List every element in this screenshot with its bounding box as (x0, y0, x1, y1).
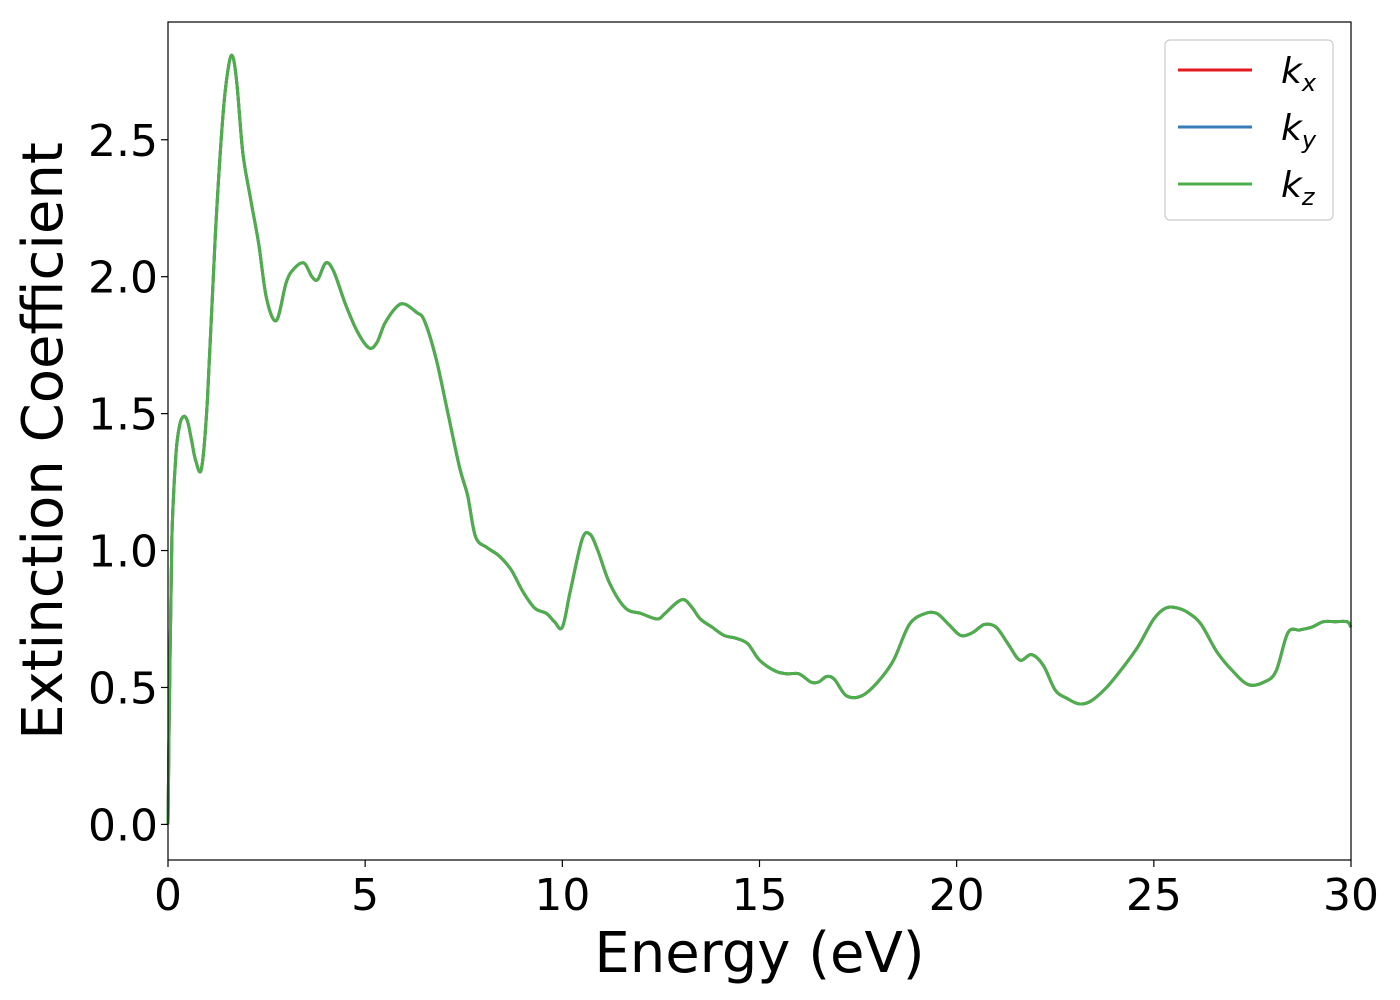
y-axis: 0.0 0.5 1.0 1.5 2.0 2.5 (88, 116, 168, 851)
y-tick-label: 1.5 (88, 390, 158, 441)
x-tick-label: 25 (1126, 870, 1182, 921)
x-tick-label: 30 (1323, 870, 1379, 921)
legend: kx ky kz (1164, 39, 1334, 221)
x-tick-label: 5 (351, 870, 379, 921)
x-tick-label: 15 (732, 870, 788, 921)
y-tick-label: 0.5 (88, 663, 158, 714)
x-tick-label: 20 (929, 870, 985, 921)
legend-label: ky (1281, 108, 1317, 154)
series-line-kz (166, 53, 1353, 825)
x-tick-label: 0 (154, 870, 182, 921)
x-tick-label: 10 (534, 870, 590, 921)
legend-label: kx (1281, 51, 1317, 97)
y-tick-label: 2.5 (88, 116, 158, 167)
x-axis-label: Energy (eV) (594, 921, 924, 986)
y-tick-label: 0.0 (88, 800, 158, 851)
series-lines (166, 53, 1353, 825)
x-axis: 0 5 10 15 20 25 30 (154, 860, 1379, 921)
y-tick-label: 2.0 (88, 253, 158, 304)
legend-label: kz (1281, 165, 1316, 211)
y-axis-label: Extinction Coefficient (11, 142, 76, 740)
legend-box (1164, 39, 1334, 221)
y-tick-label: 1.0 (88, 527, 158, 578)
